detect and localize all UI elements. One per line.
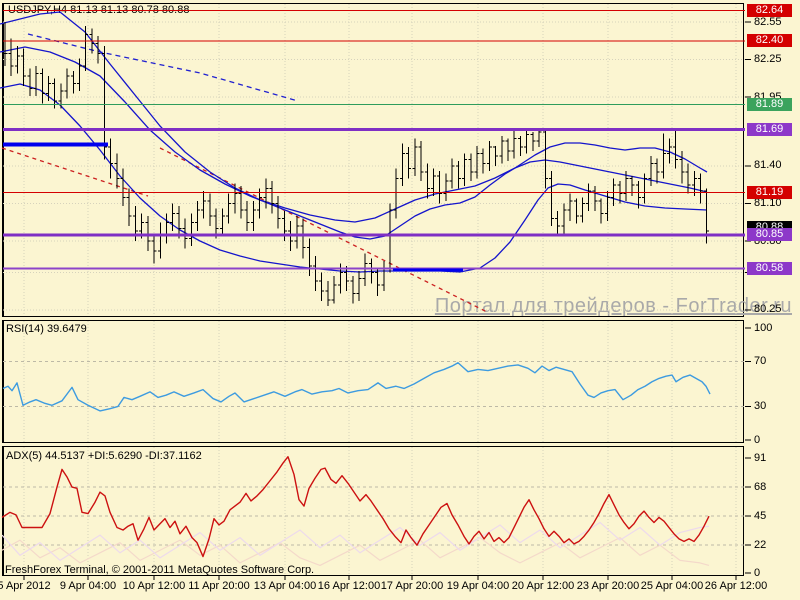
time-axis-label: 16 Apr 12:00 xyxy=(317,580,381,592)
rsi-indicator-label: RSI(14) 39.6479 xyxy=(6,323,87,335)
price-axis-label: 81.10 xyxy=(754,197,782,210)
rsi-panel[interactable] xyxy=(2,320,744,443)
adx-axis-label: 45 xyxy=(754,509,767,522)
price-badge-82.40: 82.40 xyxy=(747,34,792,48)
adx-axis-label: 91 xyxy=(754,451,767,464)
adx-axis-label: 68 xyxy=(754,480,767,493)
time-axis-label: 26 Apr 12:00 xyxy=(704,580,768,592)
time-axis-label: 13 Apr 04:00 xyxy=(253,580,317,592)
price-badge-80.85: 80.85 xyxy=(747,228,792,242)
time-axis-label: 19 Apr 04:00 xyxy=(446,580,510,592)
time-axis-label: 23 Apr 20:00 xyxy=(576,580,640,592)
time-axis[interactable]: 5 Apr 2012 9 Apr 04:00 10 Apr 12:00 11 Apr … xyxy=(0,580,800,600)
price-badge-82.64: 82.64 xyxy=(747,4,792,18)
time-axis-label: 10 Apr 12:00 xyxy=(122,580,186,592)
watermark-text: Портал для трейдеров - ForTrader.ru xyxy=(434,295,792,317)
price-badge-81.89: 81.89 xyxy=(747,98,792,112)
price-axis-label: 80.25 xyxy=(754,303,782,316)
copyright-text: FreshForex Terminal, © 2001-2011 MetaQuo… xyxy=(5,564,315,576)
price-axis-label: 81.40 xyxy=(754,159,782,172)
adx-axis-label: 22 xyxy=(754,538,767,551)
adx-indicator-label: ADX(5) 44.5137 +DI:5.6290 -DI:37.1162 xyxy=(6,450,202,462)
rsi-axis-label: 30 xyxy=(754,399,767,412)
price-badge-81.19: 81.19 xyxy=(747,185,792,199)
price-badge-80.58: 80.58 xyxy=(747,262,792,276)
rsi-axis-label: 100 xyxy=(754,321,773,334)
adx-axis-label: 0 xyxy=(754,566,761,579)
adx-panel[interactable] xyxy=(2,446,744,576)
main-chart-panel[interactable] xyxy=(2,3,744,317)
time-axis-label: 11 Apr 20:00 xyxy=(188,580,250,592)
chart-title: USDJPY,H4 81.13 81.13 80.78 80.88 xyxy=(8,4,190,16)
time-axis-label: 9 Apr 04:00 xyxy=(59,580,117,592)
price-axis-label: 82.25 xyxy=(754,53,782,66)
time-axis-label: 17 Apr 20:00 xyxy=(380,580,444,592)
time-axis-label: 25 Apr 04:00 xyxy=(640,580,704,592)
time-axis-label: 20 Apr 12:00 xyxy=(511,580,575,592)
price-axis-label: 82.55 xyxy=(754,15,782,28)
time-axis-label: 5 Apr 2012 xyxy=(0,580,51,592)
rsi-axis-label: 70 xyxy=(754,355,767,368)
price-axis[interactable]: 82.5582.2581.9581.4081.1080.8080.5580.25… xyxy=(745,0,800,600)
price-badge-81.69: 81.69 xyxy=(747,123,792,137)
rsi-axis-label: 0 xyxy=(754,433,761,446)
